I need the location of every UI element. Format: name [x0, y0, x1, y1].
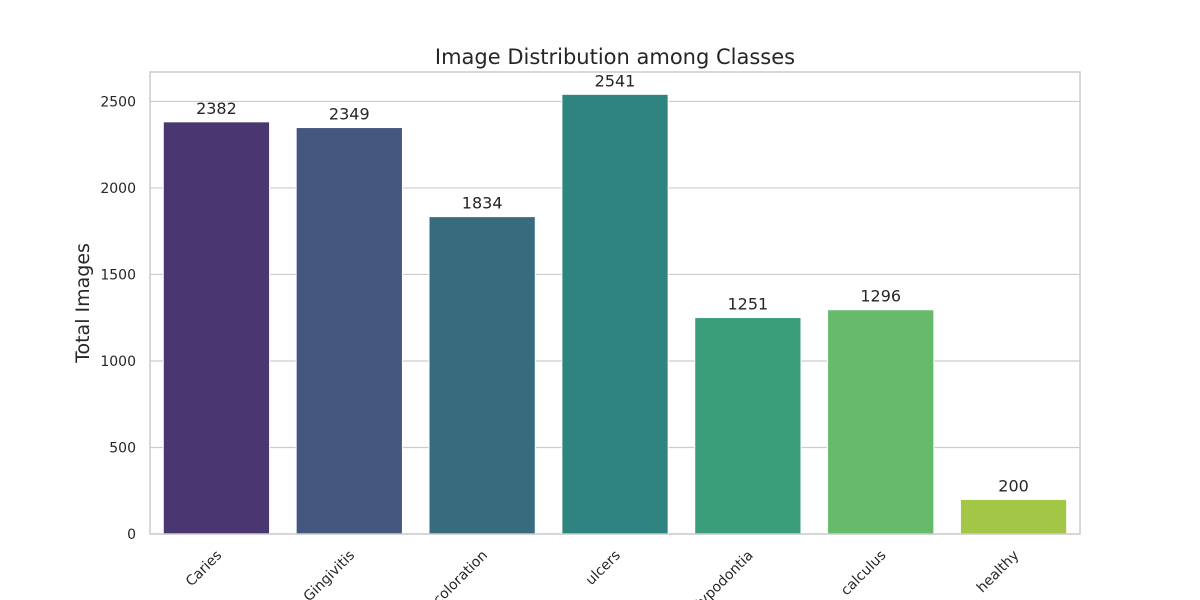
x-tick-label: Discoloration [415, 548, 491, 600]
y-tick-label: 1000 [100, 354, 136, 370]
bar [959, 498, 1068, 535]
y-tick-label: 1500 [100, 267, 136, 283]
y-tick-label: 0 [127, 527, 136, 543]
bar [428, 216, 536, 535]
x-tick-label: healthy [974, 548, 1023, 597]
x-tick-label: Hypodontia [688, 548, 756, 600]
y-axis-label: Total Images [72, 243, 94, 364]
x-tick-label: calculus [838, 548, 889, 599]
bar [694, 317, 802, 535]
y-tick-label: 2000 [100, 181, 136, 197]
data-label: 2541 [595, 71, 636, 90]
data-label: 1834 [462, 194, 503, 213]
data-label: 2382 [196, 99, 237, 118]
data-label: 1251 [727, 295, 768, 314]
bar [827, 309, 935, 535]
x-tick-labels: Caries Gingivitis Discoloration ulcers Hypod… [183, 548, 1023, 600]
y-tick-label: 2500 [100, 94, 136, 110]
y-tick-labels: 0 500 1000 1500 2000 2500 [100, 94, 136, 543]
bar [162, 121, 271, 535]
y-tick-label: 500 [109, 440, 136, 456]
data-label: 1296 [860, 287, 901, 306]
bar [561, 93, 669, 535]
x-tick-label: Gingivitis [301, 548, 358, 600]
chart-title: Image Distribution among Classes [435, 45, 795, 69]
x-tick-label: Caries [183, 548, 225, 590]
x-tick-label: ulcers [583, 548, 624, 589]
data-label: 2349 [329, 105, 370, 124]
bars [162, 93, 1068, 535]
data-label: 200 [998, 476, 1029, 495]
bar [295, 127, 403, 535]
plot-frame [149, 71, 1081, 535]
data-labels: 2382 2349 1834 2541 1251 1296 200 [196, 71, 1029, 495]
